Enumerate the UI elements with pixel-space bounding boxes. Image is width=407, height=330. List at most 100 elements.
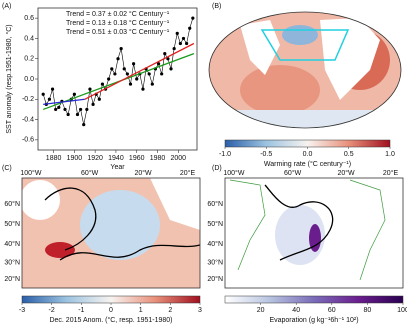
data-point <box>163 52 167 56</box>
data-point <box>100 82 105 86</box>
data-point <box>110 67 114 71</box>
latitude-label: 30°N <box>207 259 223 267</box>
latitude-label: 30°N <box>4 259 20 267</box>
data-point <box>188 26 192 30</box>
x-tick-label: 1940 <box>108 155 124 162</box>
data-point <box>75 112 80 117</box>
latitude-label: 20°N <box>4 275 20 283</box>
latitude-label: 50°N <box>4 220 20 228</box>
data-point <box>191 16 195 20</box>
data-point <box>63 107 67 112</box>
y-tick-label: 0.2 <box>24 56 34 63</box>
colorbar <box>224 139 391 148</box>
y-tick-label: 0.6 <box>24 15 34 22</box>
colorbar-tick-label: -0.5 <box>260 151 272 158</box>
map-border <box>224 177 404 289</box>
map-border <box>208 11 402 129</box>
data-point <box>119 46 123 51</box>
data-point <box>178 41 182 46</box>
data-point <box>172 46 176 51</box>
y-tick-label: -0.6 <box>22 137 34 144</box>
colorbar <box>224 295 404 304</box>
colorbar-tick-label: 0.5 <box>344 151 354 158</box>
data-point <box>135 77 139 81</box>
latitude-label: 60°N <box>207 200 223 208</box>
data-point <box>147 72 151 76</box>
data-point <box>128 82 133 86</box>
y-tick-label: -0.4 <box>22 116 34 123</box>
data-point <box>54 107 58 112</box>
data-point <box>185 41 189 46</box>
latitude-label: 60°N <box>4 200 20 208</box>
x-tick-label: 1880 <box>46 155 62 162</box>
colorbar-tick-label: 2 <box>168 307 172 314</box>
longitude-label: 20°W <box>337 169 355 177</box>
x-axis-label: Year <box>110 164 125 171</box>
latitude-label: 20°N <box>207 275 223 283</box>
data-point <box>141 87 145 91</box>
legend-entry: Trend = 0.37 ± 0.02 °C Century⁻¹ <box>66 10 170 18</box>
longitude-label: 20°W <box>134 169 152 177</box>
colorbar-tick-label: -2 <box>49 307 55 314</box>
data-point <box>85 107 89 112</box>
panel-label: (D) <box>212 165 222 172</box>
map-b <box>209 12 401 128</box>
y-tick-label: 0.0 <box>24 76 34 83</box>
y-tick-label: 0.4 <box>24 35 34 42</box>
data-point <box>150 82 154 86</box>
colorbar-tick-label: 0 <box>109 307 113 314</box>
panel-label: (B) <box>212 3 221 10</box>
data-point <box>181 36 186 41</box>
longitude-label: 100°W <box>223 169 244 177</box>
colorbar-tick-label: 80 <box>364 307 372 314</box>
x-tick-label: 1920 <box>87 155 103 162</box>
data-point <box>88 87 92 91</box>
data-point <box>57 105 61 109</box>
data-point <box>169 67 173 71</box>
data-point <box>116 57 120 61</box>
map-c <box>22 178 200 288</box>
longitude-label: 60°W <box>284 169 302 177</box>
data-point <box>175 31 179 35</box>
colorbar <box>21 295 201 304</box>
latitude-label: 50°N <box>207 220 223 228</box>
data-point <box>156 62 161 66</box>
colorbar-tick-label: 3 <box>198 307 202 314</box>
data-point <box>97 97 101 101</box>
map-border <box>21 177 201 289</box>
longitude-label: 60°W <box>81 169 99 177</box>
x-tick-label: 2000 <box>171 155 187 162</box>
data-point <box>66 112 70 117</box>
data-point <box>113 72 117 76</box>
colorbar-tick-label: -3 <box>19 307 25 314</box>
colorbar-tick-label: 40 <box>292 307 300 314</box>
data-point <box>122 67 126 71</box>
colorbar-tick-label: 1.0 <box>385 151 395 158</box>
trend-line <box>84 42 195 100</box>
longitude-label: 100°W <box>20 169 41 177</box>
panel-label: (C) <box>2 165 12 172</box>
latitude-label: 40°N <box>4 240 20 248</box>
data-point <box>50 87 55 91</box>
longitude-label: 20°E <box>180 169 196 177</box>
colorbar-tick-label: -1 <box>78 307 84 314</box>
colorbar-tick-label: 0.0 <box>303 151 313 158</box>
data-point <box>72 92 76 96</box>
colorbar-tick-label: 20 <box>257 307 265 314</box>
data-point <box>125 72 129 76</box>
data-point <box>160 72 164 76</box>
longitude-label: 20°E <box>383 169 399 177</box>
panel-label: (A) <box>2 3 11 10</box>
data-point <box>41 92 45 96</box>
map-d <box>225 178 403 288</box>
x-tick-label: 1900 <box>67 155 83 162</box>
colorbar-tick-label: 100 <box>397 307 407 314</box>
legend-entry: Trend = 0.13 ± 0.18 °C Century⁻¹ <box>66 19 170 27</box>
data-point <box>132 62 136 66</box>
colorbar-label: Warming rate (°C century⁻¹) <box>264 160 351 168</box>
legend-entry: Trend = 0.51 ± 0.03 °C Century⁻¹ <box>66 28 170 36</box>
data-point <box>107 77 111 81</box>
latitude-label: 40°N <box>207 240 223 248</box>
x-tick-label: 1960 <box>129 155 145 162</box>
